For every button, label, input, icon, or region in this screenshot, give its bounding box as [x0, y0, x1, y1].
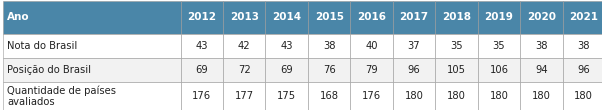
Text: 43: 43	[196, 41, 208, 51]
Text: 180: 180	[532, 91, 551, 101]
Text: 2016: 2016	[357, 12, 386, 22]
Bar	[265, 1, 308, 34]
Bar	[350, 58, 393, 82]
Text: Quantidade de países
avaliados: Quantidade de países avaliados	[7, 85, 116, 107]
Bar	[562, 34, 602, 58]
Text: 2015: 2015	[315, 12, 344, 22]
Bar	[562, 82, 602, 110]
Bar	[265, 34, 308, 58]
Bar	[562, 1, 602, 34]
Bar	[308, 82, 350, 110]
Bar	[223, 1, 265, 34]
Bar	[223, 34, 265, 58]
Text: 177: 177	[235, 91, 254, 101]
Bar	[350, 1, 393, 34]
Bar	[520, 34, 563, 58]
Bar	[478, 34, 520, 58]
Text: 69: 69	[196, 65, 208, 75]
Bar	[393, 34, 435, 58]
Bar	[308, 1, 350, 34]
Bar	[181, 58, 223, 82]
Text: 35: 35	[450, 41, 463, 51]
Bar	[393, 58, 435, 82]
Text: 2012: 2012	[187, 12, 216, 22]
Text: 180: 180	[405, 91, 423, 101]
Bar	[350, 82, 393, 110]
Bar	[478, 82, 520, 110]
Bar	[435, 34, 478, 58]
Text: 168: 168	[320, 91, 339, 101]
Text: 2020: 2020	[527, 12, 556, 22]
Text: 38: 38	[323, 41, 335, 51]
Bar	[520, 1, 563, 34]
Text: 43: 43	[281, 41, 293, 51]
Text: 35: 35	[492, 41, 505, 51]
Text: 2017: 2017	[400, 12, 429, 22]
Bar	[478, 1, 520, 34]
Text: 69: 69	[281, 65, 293, 75]
Bar	[562, 58, 602, 82]
Text: Ano: Ano	[7, 12, 30, 22]
Text: 2014: 2014	[272, 12, 301, 22]
Text: 2018: 2018	[442, 12, 471, 22]
Text: 96: 96	[408, 65, 420, 75]
Bar	[181, 34, 223, 58]
Text: 180: 180	[574, 91, 593, 101]
Bar	[223, 82, 265, 110]
Bar	[308, 58, 350, 82]
Text: 176: 176	[192, 91, 211, 101]
Text: 38: 38	[535, 41, 548, 51]
Text: 2013: 2013	[230, 12, 259, 22]
Bar	[393, 82, 435, 110]
Bar	[3, 58, 181, 82]
Text: 42: 42	[238, 41, 250, 51]
Text: 79: 79	[365, 65, 378, 75]
Text: 106: 106	[489, 65, 509, 75]
Text: 2019: 2019	[485, 12, 514, 22]
Text: 176: 176	[362, 91, 381, 101]
Text: 72: 72	[238, 65, 250, 75]
Text: 96: 96	[577, 65, 590, 75]
Bar	[181, 1, 223, 34]
Bar	[393, 1, 435, 34]
Text: 105: 105	[447, 65, 466, 75]
Bar	[308, 34, 350, 58]
Text: 38: 38	[577, 41, 590, 51]
Bar	[478, 58, 520, 82]
Bar	[435, 82, 478, 110]
Bar	[3, 1, 181, 34]
Bar	[520, 58, 563, 82]
Text: Nota do Brasil: Nota do Brasil	[7, 41, 78, 51]
Text: 40: 40	[365, 41, 378, 51]
Text: 175: 175	[277, 91, 296, 101]
Bar	[350, 34, 393, 58]
Bar	[435, 58, 478, 82]
Bar	[3, 34, 181, 58]
Bar	[3, 82, 181, 110]
Bar	[265, 58, 308, 82]
Text: 76: 76	[323, 65, 335, 75]
Text: 37: 37	[408, 41, 420, 51]
Text: 180: 180	[489, 91, 508, 101]
Bar	[223, 58, 265, 82]
Bar	[435, 1, 478, 34]
Bar	[520, 82, 563, 110]
Text: 94: 94	[535, 65, 548, 75]
Bar	[181, 82, 223, 110]
Text: Posição do Brasil: Posição do Brasil	[7, 65, 92, 75]
Text: 2021: 2021	[569, 12, 598, 22]
Bar	[265, 82, 308, 110]
Text: 180: 180	[447, 91, 466, 101]
